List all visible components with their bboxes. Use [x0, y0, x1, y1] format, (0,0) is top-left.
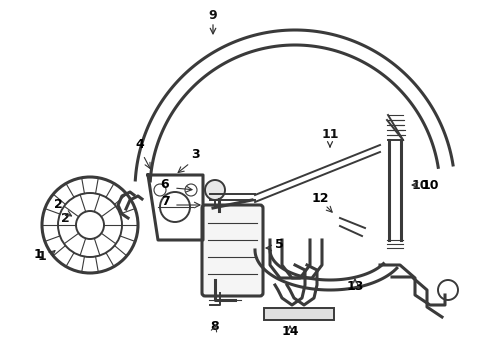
Text: 12: 12	[311, 192, 329, 205]
Text: 10: 10	[411, 179, 429, 192]
Bar	[264, 308, 334, 320]
Text: 4: 4	[136, 138, 145, 151]
Text: 13: 13	[346, 280, 364, 293]
Text: 2: 2	[53, 198, 62, 211]
Text: 10: 10	[422, 179, 440, 192]
Text: 9: 9	[209, 9, 217, 22]
Circle shape	[205, 180, 225, 200]
Text: 3: 3	[191, 148, 199, 161]
Text: 1: 1	[34, 248, 42, 261]
Text: 5: 5	[275, 238, 284, 251]
Text: 11: 11	[321, 127, 339, 147]
Text: 6: 6	[161, 178, 170, 191]
Text: 1: 1	[38, 249, 47, 262]
Text: 2: 2	[61, 212, 70, 225]
Text: 14: 14	[281, 325, 299, 338]
Text: 8: 8	[211, 320, 220, 333]
FancyBboxPatch shape	[202, 205, 263, 296]
Text: 7: 7	[161, 195, 170, 208]
